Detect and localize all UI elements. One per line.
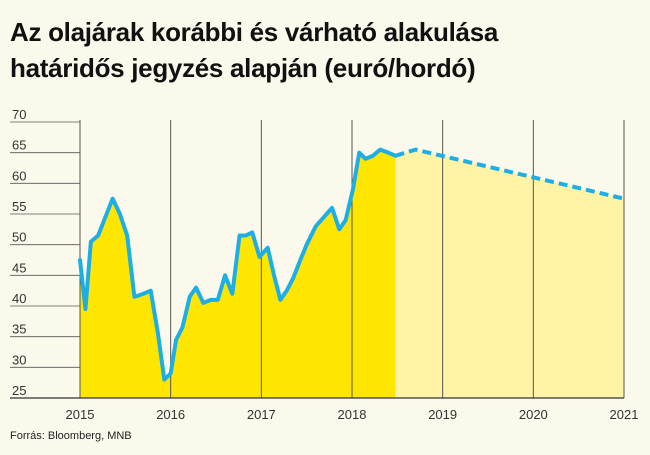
series-line-0 — [78, 147, 398, 382]
y-tick-label-40: 40 — [12, 291, 26, 306]
x-tick-label-2018: 2018 — [338, 407, 367, 422]
series-line-1 — [394, 147, 625, 201]
y-tick-label-35: 35 — [12, 322, 26, 337]
area-fill-series-0 — [80, 149, 396, 398]
y-tick-label-70: 70 — [12, 107, 26, 122]
x-tick-label-2019: 2019 — [428, 407, 457, 422]
x-tick-label-2021: 2021 — [610, 407, 639, 422]
y-tick-label-65: 65 — [12, 138, 26, 153]
y-tick-label-45: 45 — [12, 260, 26, 275]
chart-title: Az olajárak korábbi és várható alakulása… — [10, 14, 646, 86]
y-tick-label-25: 25 — [12, 383, 26, 398]
area-fill-series-1 — [395, 149, 624, 398]
chart-title-line-2: határidős jegyzés alapján (euró/hordó) — [10, 53, 476, 83]
y-tick-label-30: 30 — [12, 352, 26, 367]
x-tick-label-2016: 2016 — [156, 407, 185, 422]
y-tick-label-55: 55 — [12, 199, 26, 214]
y-tick-label-50: 50 — [12, 230, 26, 245]
source-note: Forrás: Bloomberg, MNB — [10, 430, 132, 442]
x-tick-label-2017: 2017 — [247, 407, 276, 422]
x-tick-label-2020: 2020 — [519, 407, 548, 422]
x-tick-label-2015: 2015 — [66, 407, 95, 422]
chart-title-line-1: Az olajárak korábbi és várható alakulása — [10, 17, 499, 47]
y-tick-label-60: 60 — [12, 168, 26, 183]
